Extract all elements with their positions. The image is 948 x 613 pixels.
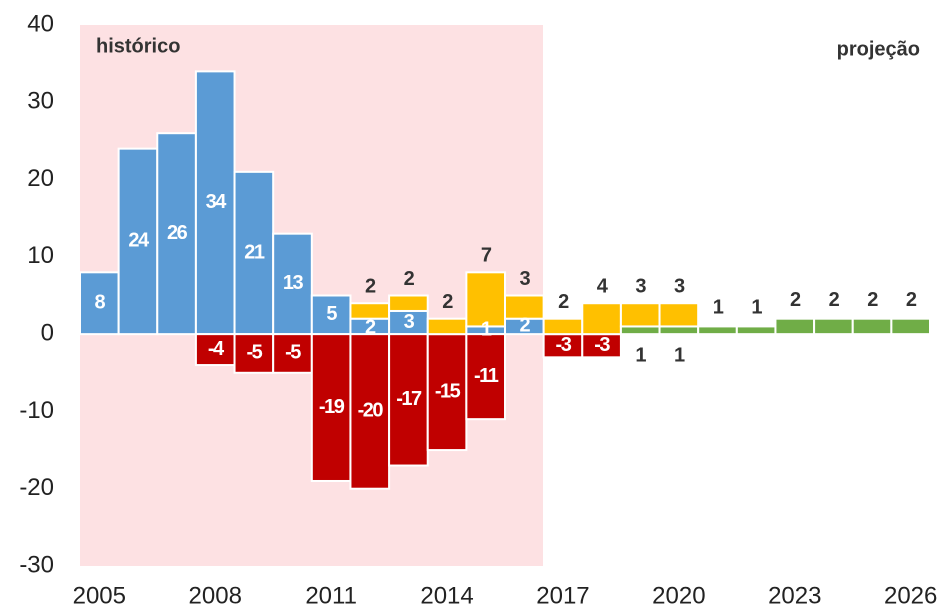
data-label: 1: [751, 297, 762, 319]
bar: [388, 333, 429, 467]
bar: [581, 302, 622, 336]
y-tick-label: 20: [27, 165, 54, 192]
data-label: 2: [790, 289, 801, 311]
data-label: -4: [208, 338, 225, 360]
bar: [697, 325, 738, 336]
bar: [117, 147, 159, 336]
x-tick-label: 2005: [73, 582, 126, 609]
y-tick-label: -20: [19, 474, 54, 501]
bar: [619, 302, 661, 328]
bar: [465, 333, 507, 421]
data-label: 2: [442, 291, 453, 313]
x-tick-label: 2026: [884, 582, 937, 609]
x-tick-label: 2008: [189, 582, 242, 609]
data-label: 2: [365, 316, 376, 338]
y-tick-label: 0: [41, 319, 54, 346]
data-label: -3: [594, 334, 610, 356]
data-label: 4: [597, 276, 609, 298]
data-label: 2: [404, 268, 415, 290]
data-label: 2: [365, 276, 376, 298]
data-label: 1: [481, 319, 492, 341]
bar: [426, 317, 468, 336]
bar: [658, 325, 700, 336]
data-label: -17: [396, 388, 422, 410]
bar: [388, 294, 429, 312]
data-label: -11: [474, 365, 499, 387]
bar: [658, 302, 700, 328]
data-label: 5: [326, 303, 337, 325]
data-label: 3: [635, 276, 646, 298]
bar: [310, 333, 352, 482]
data-label: 2: [867, 289, 878, 311]
bar: [465, 271, 507, 328]
bar: [890, 317, 932, 336]
bar: [735, 325, 777, 336]
x-tick-label: 2023: [768, 582, 821, 609]
y-tick-label: 30: [27, 88, 54, 115]
data-label: 26: [167, 222, 188, 244]
bar: [272, 232, 313, 336]
bar: [156, 132, 197, 336]
data-label: 1: [674, 344, 685, 366]
bar: [774, 317, 816, 336]
data-label: 3: [674, 276, 685, 298]
data-label: 13: [283, 272, 304, 294]
data-label: 3: [520, 268, 531, 290]
bar: [504, 294, 545, 320]
data-label: 2: [906, 289, 917, 311]
y-tick-label: 40: [27, 10, 54, 37]
data-label: 21: [244, 241, 265, 263]
data-label: 7: [481, 245, 492, 267]
bar: [542, 317, 584, 336]
x-tick-label: 2011: [305, 582, 357, 609]
x-tick-label: 2014: [420, 582, 473, 609]
data-label: 2: [829, 289, 840, 311]
bar: [851, 317, 893, 336]
data-label: 24: [128, 230, 150, 252]
y-tick-label: -10: [19, 397, 54, 424]
data-label: 1: [713, 297, 724, 319]
bar: [194, 333, 236, 367]
annotation: projeção: [837, 38, 920, 60]
data-label: 34: [206, 191, 228, 213]
data-label: 2: [520, 315, 531, 337]
data-label: -5: [285, 342, 301, 364]
bar: [349, 333, 391, 490]
y-tick-label: -30: [19, 551, 54, 578]
data-label: -15: [435, 380, 461, 402]
data-label: -3: [556, 334, 572, 356]
data-label: 3: [404, 311, 415, 333]
x-tick-label: 2017: [536, 582, 589, 609]
bar: [79, 271, 120, 336]
bar: [813, 317, 854, 336]
y-tick-label: 10: [27, 242, 54, 269]
bar: [619, 325, 661, 336]
bar: [426, 333, 468, 452]
x-tick-label: 2020: [652, 582, 705, 609]
bar: [310, 294, 352, 336]
data-label: -19: [319, 396, 345, 418]
data-label: -5: [246, 342, 262, 364]
data-label: 1: [635, 344, 646, 366]
data-label: 8: [95, 292, 106, 314]
data-label: -20: [358, 400, 384, 422]
data-label: 2: [558, 291, 569, 313]
annotation: histórico: [96, 35, 180, 57]
